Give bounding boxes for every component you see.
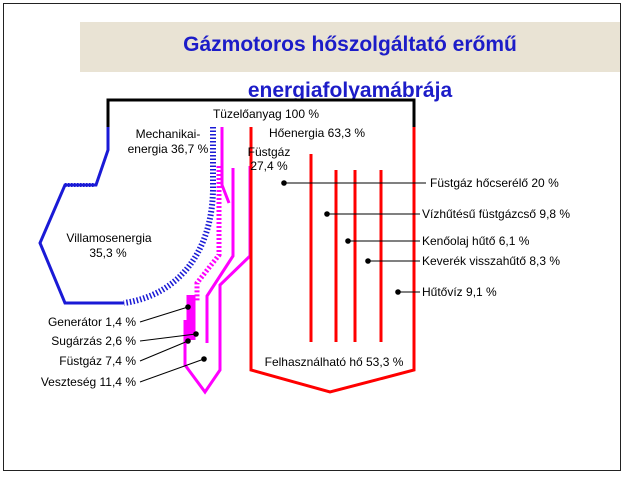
dot-oil-cooler [345,238,351,244]
leader-radiation [139,333,197,342]
label-fluegas-hx: Füstgáz hőcserélő 20 % [430,176,559,190]
slide-border [3,3,621,471]
label-water-cooled: Vízhűtésű füstgázcső 9,8 % [422,207,570,221]
label-fluegas-line1: Füstgáz [248,145,291,159]
label-fluegas-loss: Füstgáz 7,4 % [59,354,136,368]
label-cooling-water: Hűtővíz 9,1 % [422,285,497,299]
dot-mix-recooler [365,258,371,264]
label-generator: Generátor 1,4 % [48,315,136,329]
label-electric-line2: 35,3 % [89,246,127,260]
dot-cooling-water [395,289,401,295]
title-banner: Gázmotoros hőszolgáltató erőmű energiafo… [80,22,620,102]
dot-fluegas-hx [281,180,287,186]
dot-fluegas-loss [185,338,191,344]
label-heat: Hőenergia 63,3 % [269,126,365,140]
dot-water-cooled [324,211,330,217]
leader-fluegas-loss [139,340,189,362]
electric-flow-line [38,127,124,305]
dot-generator [185,304,191,310]
callout-leaders [139,182,426,383]
generator-loss-band [186,295,196,340]
label-loss: Veszteség 11,4 % [41,375,137,389]
label-fuel: Tüzelőanyag 100 % [213,107,319,121]
diagram-title: Gázmotoros hőszolgáltató erőmű energiafo… [183,33,517,102]
label-usable-heat: Felhasználható hő 53,3 % [265,355,404,369]
heat-flow-outline [249,127,416,394]
label-mix-recooler: Keverék visszahűtő 8,3 % [422,254,560,268]
fluegas-loss-line [205,168,235,343]
fuel-flow-line [106,98,416,127]
label-mechanical-line1: Mechanikai- [136,127,201,141]
label-electric-line1: Villamosenergia [66,231,151,245]
label-oil-cooler: Kenőolaj hűtő 6,1 % [422,234,530,248]
dot-radiation [193,331,199,337]
mechanical-flow-line [220,127,231,204]
leader-generator [139,306,189,323]
mechanical-flow-dotted [194,166,222,302]
label-fluegas-line2: 27,4 % [250,159,288,173]
label-radiation: Sugárzás 2,6 % [51,334,136,348]
callout-dots [185,180,401,362]
label-mechanical-line2: energia 36,7 % [128,142,209,156]
dot-loss [201,356,207,362]
leader-loss [139,358,205,383]
